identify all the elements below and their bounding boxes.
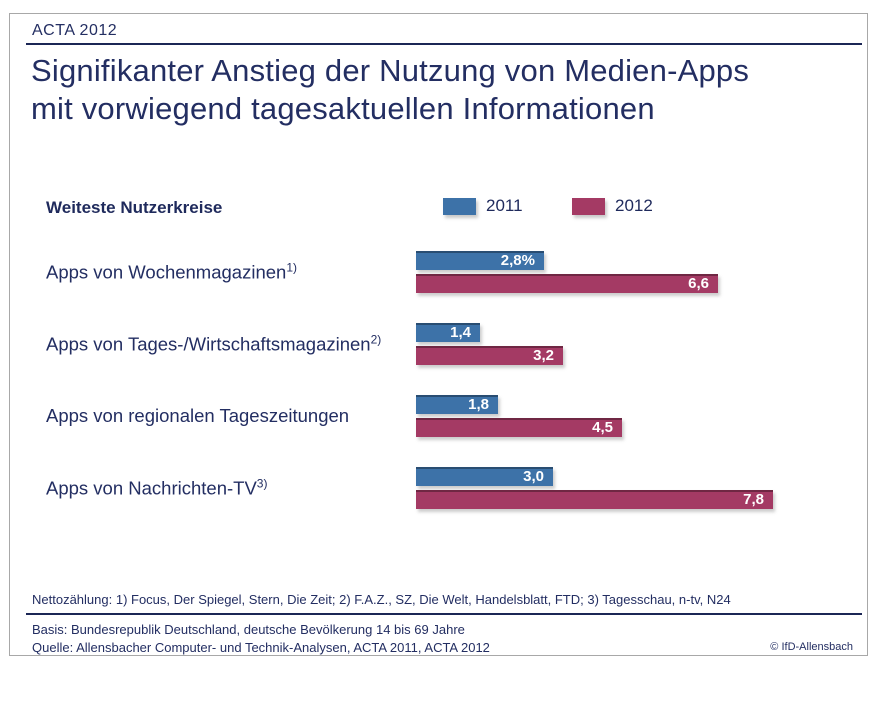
legend-label-2011: 2011 [486, 196, 523, 215]
category-label: Apps von regionalen Tageszeitungen [46, 405, 350, 426]
page-title-line2: mit vorwiegend tagesaktuellen Informatio… [31, 91, 655, 126]
category-label: Apps von Tages-/Wirtschaftsmagazinen2) [46, 332, 382, 355]
bar-value-label: 1,8 [468, 396, 489, 413]
chart-row: Apps von regionalen Tageszeitungen 1,8 4,5 [10, 395, 867, 437]
bar-2011: 1,8 [416, 395, 498, 414]
bar-group: 3,0 7,8 [416, 467, 773, 513]
bar-value-label: 3,0 [523, 468, 544, 485]
page-title: Signifikanter Anstieg der Nutzung von Me… [31, 52, 861, 128]
bar-value-label: 4,5 [592, 419, 613, 436]
footnote-ref: 1) [286, 260, 297, 275]
quelle-line: Quelle: Allensbacher Computer- und Techn… [32, 640, 490, 655]
footnote-ref: 2) [370, 332, 382, 347]
footnote-ref: 3) [256, 476, 268, 491]
bar-value-label: 1,4 [450, 324, 471, 341]
bar-group: 1,8 4,5 [416, 395, 622, 441]
bar-value-label: 7,8 [743, 491, 764, 508]
copyright-label: © IfD-Allensbach [770, 641, 853, 653]
legend-title: Weiteste Nutzerkreise [46, 198, 223, 217]
legend-swatch-2011 [443, 197, 476, 215]
bar-2012: 6,6 [416, 274, 718, 293]
bar-group: 2,8% 6,6 [416, 251, 718, 297]
bar-2012: 7,8 [416, 490, 773, 509]
legend-item-2011: 2011 [443, 196, 523, 216]
footnote: Nettozählung: 1) Focus, Der Spiegel, Ste… [32, 592, 731, 607]
footer-rule [26, 613, 862, 615]
header-rule [26, 43, 862, 45]
chart-row: Apps von Wochenmagazinen1) 2,8% 6,6 [10, 251, 867, 293]
bar-value-label: 2,8% [500, 252, 535, 269]
legend-swatch-2012 [572, 197, 605, 215]
bar-group: 1,4 3,2 [416, 323, 563, 369]
chart-row: Apps von Nachrichten-TV3) 3,0 7,8 [10, 467, 867, 509]
category-label: Apps von Wochenmagazinen1) [46, 260, 297, 283]
slide-frame: ACTA 2012 Signifikanter Anstieg der Nutz… [9, 13, 868, 656]
category-label: Apps von Nachrichten-TV3) [46, 476, 268, 499]
chart-row: Apps von Tages-/Wirtschaftsmagazinen2) 1,… [10, 323, 867, 365]
bar-2012: 3,2 [416, 346, 563, 365]
basis-line: Basis: Bundesrepublik Deutschland, deuts… [32, 622, 465, 637]
bar-chart: Apps von Wochenmagazinen1) 2,8% 6,6 Apps vo… [10, 251, 867, 539]
bar-2011: 2,8% [416, 251, 544, 270]
legend-label-2012: 2012 [615, 196, 653, 215]
bar-value-label: 6,6 [688, 275, 709, 292]
bar-2011: 3,0 [416, 467, 553, 486]
legend-item-2012: 2012 [572, 196, 653, 216]
bar-2012: 4,5 [416, 418, 622, 437]
page-title-line1: Signifikanter Anstieg der Nutzung von Me… [31, 53, 750, 88]
legend: Weiteste Nutzerkreise 2011 2012 [10, 196, 867, 222]
report-label: ACTA 2012 [32, 22, 118, 39]
bar-2011: 1,4 [416, 323, 480, 342]
bar-value-label: 3,2 [533, 347, 554, 364]
